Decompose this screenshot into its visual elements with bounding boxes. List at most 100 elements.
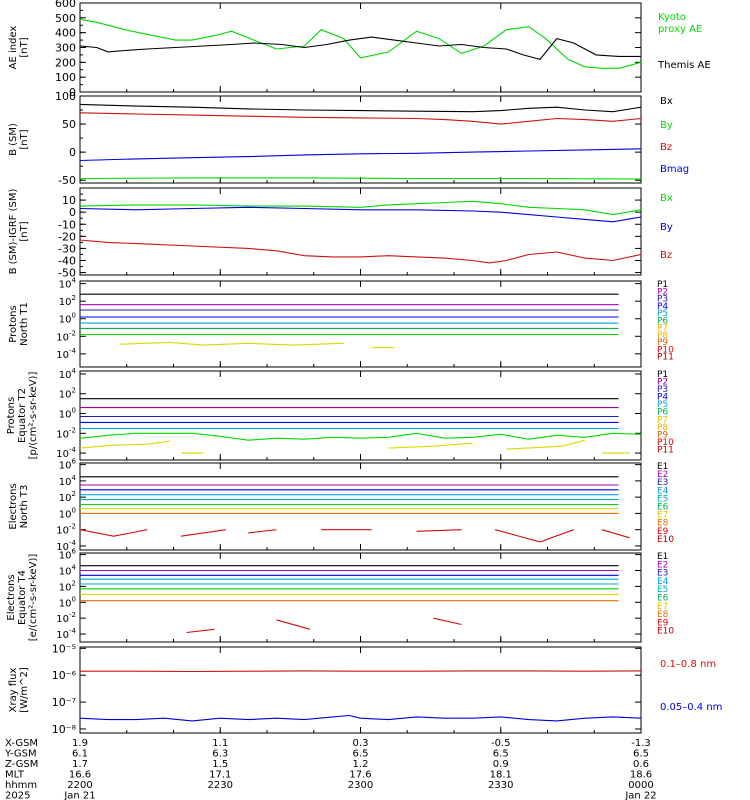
y-tick-label: 50 <box>62 118 76 131</box>
legend-entry: Bz <box>660 250 672 261</box>
series-line-bz <box>80 239 641 264</box>
x-axis-value: 6.5 <box>493 749 509 760</box>
y-tick-label: 10⁻⁸ <box>52 723 77 736</box>
y-axis-label: B (SM)-IGRF (SM) <box>8 189 19 275</box>
x-axis-row-label: hhmm <box>5 780 37 791</box>
series-line-p6 <box>80 432 641 441</box>
legend-entry: Bx <box>660 193 673 204</box>
legend-entry: Bz <box>660 142 672 153</box>
y-tick-label: 10-2 <box>56 523 76 537</box>
panel-xray: 10⁻⁵ 10⁻⁶ 10⁻⁷ 10⁻⁸ Xray flux [W/m^2] 0.1–0.8 … <box>8 642 722 736</box>
legend-entry: E3 <box>657 478 668 488</box>
y-tick-label: 600 <box>55 0 76 10</box>
y-axis-label: Electrons <box>6 574 17 620</box>
x-axis-value: 1.9 <box>72 738 88 749</box>
panel-frame <box>79 552 642 643</box>
panel-frame <box>79 2 642 93</box>
legend-entry: 0.1–0.8 nm <box>660 659 716 670</box>
y-tick-label: 102 <box>59 387 76 401</box>
y-tick-label: 106 <box>59 458 77 472</box>
x-axis-value: 1.5 <box>212 759 228 770</box>
y-tick-label: 300 <box>55 42 76 55</box>
y-axis-label: [e/(cm²-s-sr-keV)] <box>28 554 39 642</box>
x-axis-value: -1.3 <box>631 738 651 749</box>
x-axis-value: 0.6 <box>633 759 649 770</box>
x-axis-value: 0.3 <box>353 738 369 749</box>
legend-entry: Bmag <box>660 164 689 175</box>
series-line-p7 <box>80 440 170 449</box>
x-axis-value: 2330 <box>488 780 513 791</box>
y-tick-label: 0 <box>69 86 76 99</box>
y-axis-label: [nT] <box>19 221 30 241</box>
x-axis-row-label: Z-GSM <box>5 759 38 770</box>
legend-entry: P1 <box>657 280 668 290</box>
legend-entry: By <box>660 120 673 131</box>
panel-frame <box>79 462 642 551</box>
series-line-bx <box>80 200 641 216</box>
y-tick-label: 400 <box>55 27 76 40</box>
legend-entry: E2 <box>657 470 668 480</box>
panel-pnorth: 104 102 100 10-2 10-4 Protons North T1 P1P2P3P4… <box>8 277 674 368</box>
legend-entry: E1 <box>657 462 668 472</box>
y-tick-label: 10-2 <box>56 329 76 343</box>
y-tick-label: 102 <box>59 579 76 593</box>
x-axis-value: 1.7 <box>72 759 88 770</box>
legend-entry: E10 <box>657 535 674 545</box>
legend-entry: E1 <box>657 552 668 562</box>
series-line-themis-ae <box>80 36 641 61</box>
legend-entry: P6 <box>657 316 668 326</box>
legend-entry: 0.05–0.4 nm <box>660 702 722 713</box>
legend-entry: E5 <box>657 585 668 595</box>
y-tick-label: -30 <box>58 242 76 255</box>
series-line-bx <box>80 103 641 113</box>
legend-entry: P9 <box>657 430 668 440</box>
y-tick-label: 500 <box>55 12 76 25</box>
x-axis-value: Jan 22 <box>624 791 656 800</box>
legend-entry: P8 <box>657 331 668 341</box>
y-tick-label: 100 <box>59 407 76 421</box>
series-line-e9 <box>433 617 462 626</box>
series-line-e9 <box>248 529 277 534</box>
y-tick-label: 0 <box>69 206 76 219</box>
y-tick-label: 106 <box>59 548 77 562</box>
legend-entry: E5 <box>657 494 668 504</box>
series-line-e9 <box>186 628 215 634</box>
y-tick-label: 10-4 <box>56 627 76 641</box>
series-line-0-1-0-8-nm <box>80 670 641 673</box>
legend-entry: E7 <box>657 511 668 521</box>
y-tick-label: 10-2 <box>56 426 76 440</box>
y-tick-label: 10⁻⁶ <box>52 669 77 682</box>
legend-entry: E7 <box>657 602 668 612</box>
x-axis-value: Jan 21 <box>63 791 95 800</box>
series-line-p7 <box>506 439 586 450</box>
panel-frame <box>79 187 642 276</box>
series-line-bz <box>80 112 641 125</box>
legend-entry: P4 <box>657 393 668 403</box>
y-tick-label: 100 <box>55 71 76 84</box>
legend-entry: E8 <box>657 610 669 620</box>
y-tick-label: 100 <box>55 90 76 103</box>
series-line-p8 <box>119 341 344 346</box>
series-line-e9 <box>416 529 462 532</box>
x-axis-value: 1.2 <box>353 759 369 770</box>
y-axis-label: Electrons <box>8 483 19 529</box>
legend-entry: P10 <box>657 345 674 355</box>
y-tick-label: 10 <box>62 194 76 207</box>
panel-frame <box>79 646 642 734</box>
y-tick-label: -50 <box>58 174 76 187</box>
series-line-bmag <box>80 148 641 162</box>
x-axis-value: 2300 <box>348 780 373 791</box>
legend-entry: By <box>660 222 673 233</box>
legend-entry: Themis AE <box>657 60 711 71</box>
legend-entry: E10 <box>657 627 674 637</box>
y-tick-label: 10⁻⁵ <box>52 642 76 655</box>
panel-bsm: 100 50 0 -50 B (SM) [nT] Bx By Bz Bmag <box>8 90 689 187</box>
x-axis-row-label: X-GSM <box>5 738 38 749</box>
y-tick-label: 10⁻⁷ <box>52 696 76 709</box>
legend-entry: Bx <box>660 96 673 107</box>
y-axis-label: [nT] <box>19 129 30 149</box>
